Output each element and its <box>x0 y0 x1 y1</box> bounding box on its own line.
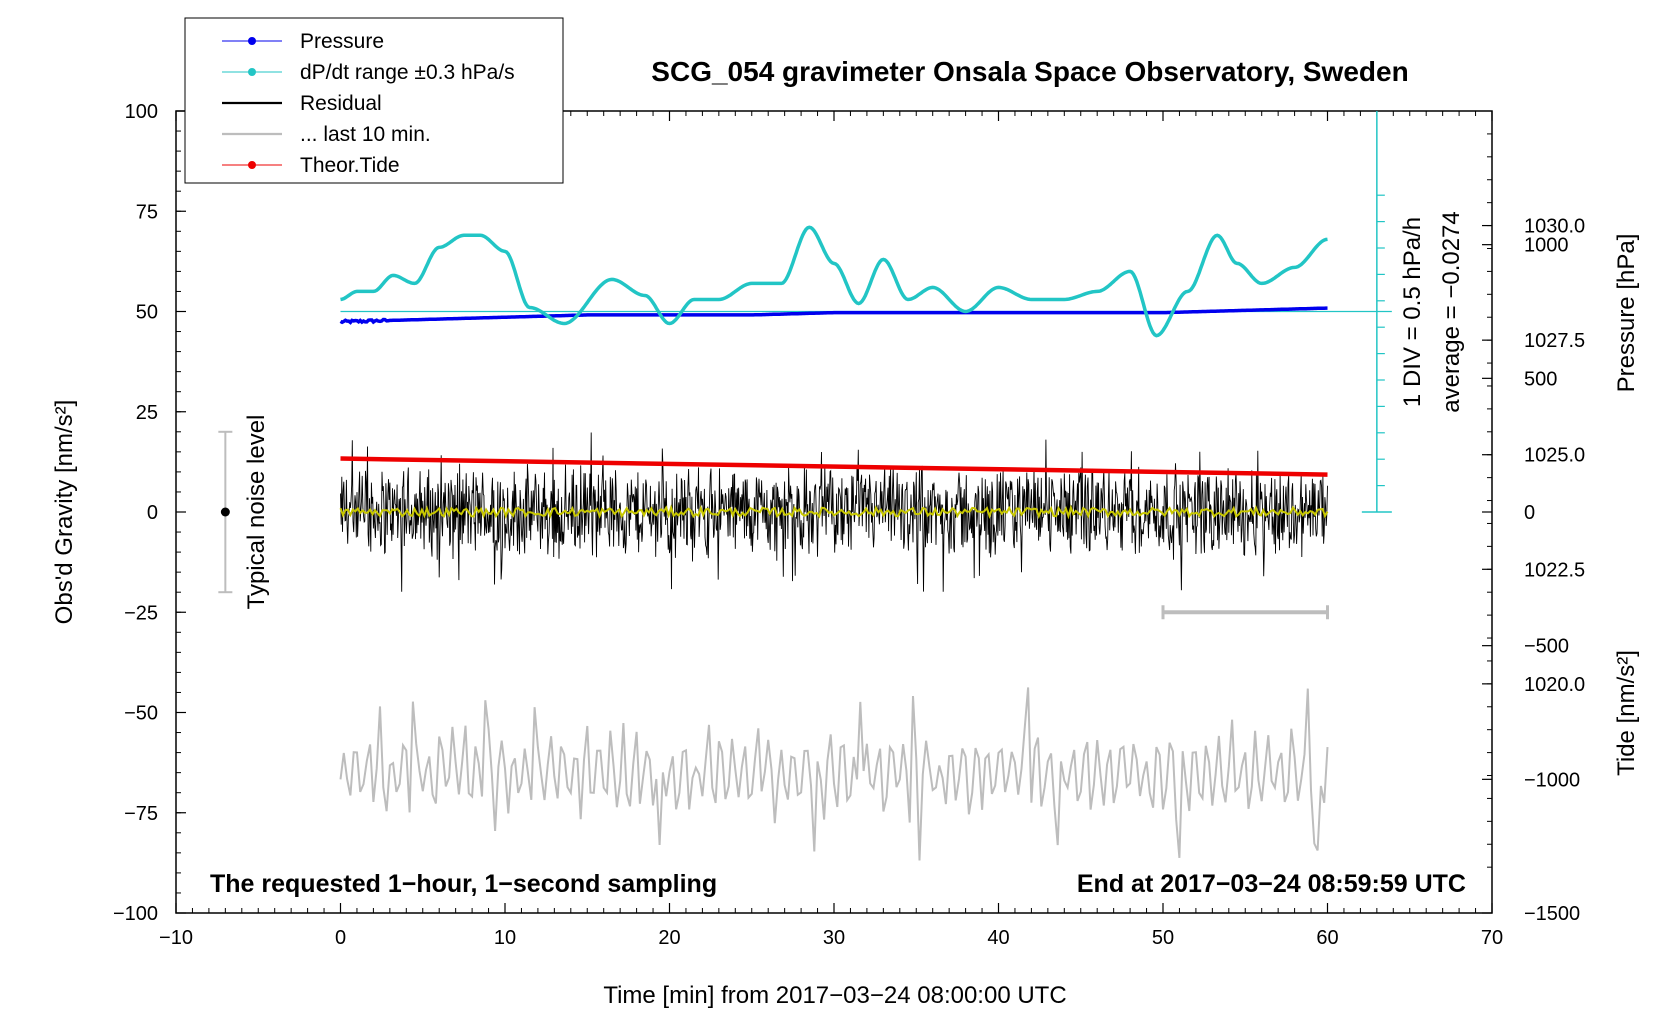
data-layer <box>218 111 1392 861</box>
x-tick-label: 30 <box>823 927 845 949</box>
noise-bar-center-dot <box>220 507 230 517</box>
y-tick-label: 75 <box>136 201 158 223</box>
chart-title: SCG_054 gravimeter Onsala Space Observat… <box>651 56 1408 87</box>
pressure-tick-label: 1030.0 <box>1524 216 1585 238</box>
dpdt-line <box>340 225 1328 338</box>
pressure-tick-label: 1027.5 <box>1524 330 1585 352</box>
x-tick-label: 10 <box>494 927 516 949</box>
x-tick-label: 20 <box>658 927 680 949</box>
y-tick-label: 25 <box>136 402 158 424</box>
tide-tick-label: −1500 <box>1524 903 1580 925</box>
legend-swatch-dot <box>248 37 256 45</box>
y-tick-label: −75 <box>124 803 158 825</box>
tide-tick-label: 500 <box>1524 368 1557 390</box>
pressure-line <box>339 306 1328 325</box>
pressure-tick-label: 1022.5 <box>1524 559 1585 581</box>
legend-label: Theor.Tide <box>300 154 400 177</box>
tide-tick-label: −500 <box>1524 636 1569 658</box>
y-axis-title-left: Obs'd Gravity [nm/s²] <box>51 400 78 625</box>
tide-tick-label: 0 <box>1524 502 1535 524</box>
x-tick-label: 40 <box>987 927 1009 949</box>
residual-smoothed-line <box>339 504 1329 520</box>
pressure-tick-label: 1025.0 <box>1524 445 1585 467</box>
y-tick-label: −100 <box>113 903 158 925</box>
legend-swatch-dot <box>248 161 256 169</box>
legend-label: dP/dt range ±0.3 hPa/s <box>300 61 515 84</box>
x-tick-label: 50 <box>1152 927 1174 949</box>
tide-line <box>340 456 1328 477</box>
pressure-tick-label: 1020.0 <box>1524 674 1585 696</box>
legend-box <box>184 17 564 184</box>
y-axis-title-tide: Tide [nm/s²] <box>1613 650 1640 776</box>
x-tick-label: 70 <box>1481 927 1503 949</box>
x-tick-label: 0 <box>335 927 346 949</box>
x-axis-title: Time [min] from 2017−03−24 08:00:00 UTC <box>603 982 1066 1009</box>
residual-line <box>340 432 1328 592</box>
last10-copy-line <box>339 687 1329 861</box>
legend-swatch-dot <box>248 68 256 76</box>
tide-tick-label: −1000 <box>1524 769 1580 791</box>
dpdt-scale-label: 1 DIV = 0.5 hPa/h <box>1399 217 1426 407</box>
y-tick-label: 100 <box>125 101 158 123</box>
legend-label: Residual <box>300 92 382 115</box>
dpdt-average-label: average = −0.0274 <box>1438 211 1465 413</box>
y-axis-title-pressure: Pressure [hPa] <box>1613 234 1640 393</box>
legend: Pressure dP/dt range ±0.3 hPa/s Residual..… <box>184 17 564 184</box>
legend-label: Pressure <box>300 30 384 53</box>
x-tick-label: 60 <box>1316 927 1338 949</box>
footer-left: The requested 1−hour, 1−second sampling <box>210 870 717 898</box>
x-tick-label: −10 <box>159 927 193 949</box>
tide-tick-label: 1000 <box>1524 235 1569 257</box>
y-tick-label: −25 <box>124 602 158 624</box>
y-tick-label: −50 <box>124 703 158 725</box>
footer-right: End at 2017−03−24 08:59:59 UTC <box>1077 870 1466 898</box>
noise-level-label: Typical noise level <box>243 415 270 610</box>
y-tick-label: 50 <box>136 302 158 324</box>
legend-label: ... last 10 min. <box>300 123 431 146</box>
y-tick-label: 0 <box>147 502 158 524</box>
